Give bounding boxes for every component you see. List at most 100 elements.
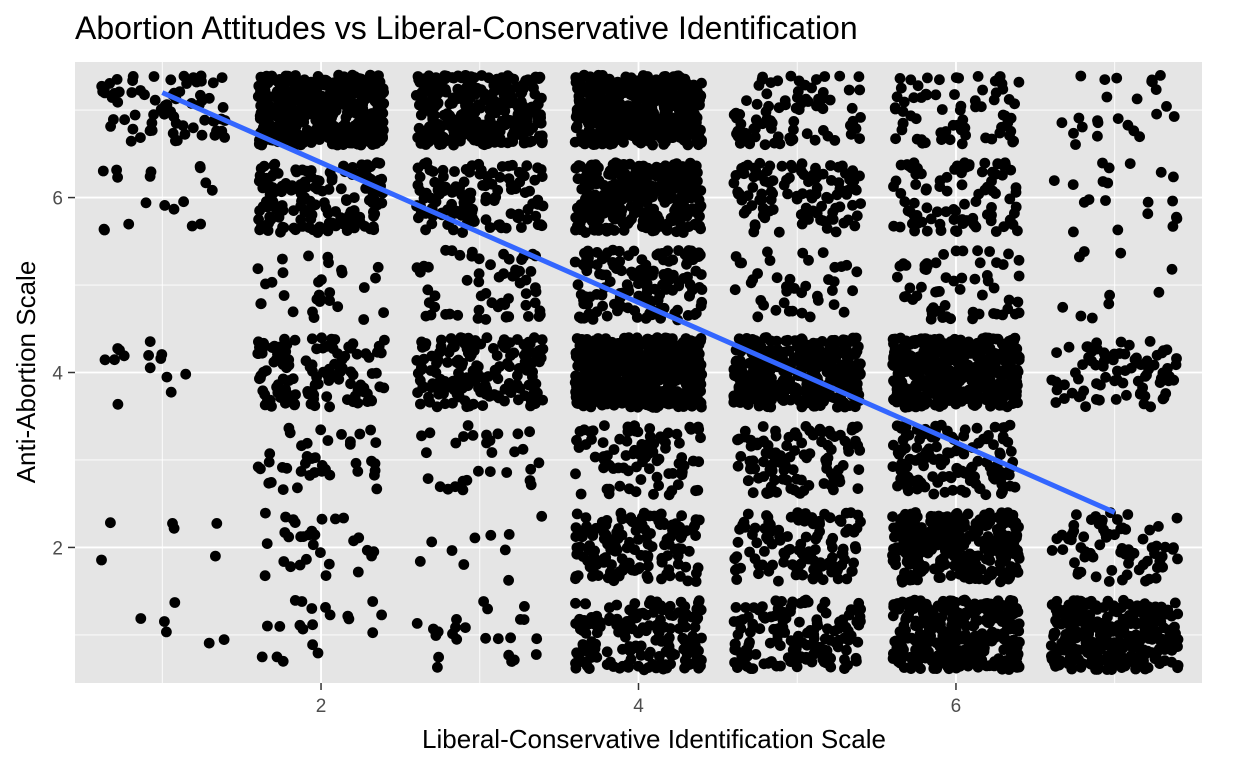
data-point [277,204,289,216]
data-point [747,487,759,499]
data-point [280,511,291,523]
data-point [530,286,542,298]
data-point [642,73,654,84]
data-point [283,531,295,543]
data-point [810,162,821,174]
data-point [358,314,370,325]
data-point [96,554,107,566]
data-point [683,545,695,557]
data-point [898,620,910,632]
data-point [845,380,856,392]
data-point [460,73,472,84]
data-point [411,618,423,629]
data-point [843,84,855,96]
data-point [350,457,362,469]
data-point [274,621,286,632]
data-point [210,550,221,562]
data-point [196,129,208,141]
data-point [855,198,866,210]
data-point [206,184,218,196]
data-point [308,389,320,401]
data-point [937,595,949,607]
data-point [304,195,316,207]
data-point [504,361,515,372]
data-point [462,101,474,113]
data-point [587,525,598,537]
data-point [847,285,858,297]
data-point [524,475,536,486]
data-point [480,214,492,226]
data-point [336,429,347,440]
data-point [420,139,432,150]
data-point [816,200,827,212]
data-point [277,267,289,279]
data-point [365,424,376,436]
data-point [641,197,653,208]
data-point [747,663,759,674]
data-point [648,107,659,119]
data-point [665,88,677,100]
data-point [821,346,833,358]
data-point [577,525,589,536]
data-point [144,336,156,347]
data-point [268,160,280,171]
data-point [595,79,607,91]
data-point [530,73,542,84]
data-point [280,383,291,395]
data-point [499,544,511,556]
data-point [468,345,480,356]
data-point [512,428,524,440]
data-point [607,244,619,256]
data-point [165,386,177,398]
data-point [846,102,858,114]
data-point [293,94,305,106]
data-point [853,71,865,83]
data-point [321,104,333,116]
data-point [480,92,492,104]
data-point [464,400,475,412]
data-point [844,400,855,411]
data-point [642,267,653,279]
data-point [807,518,819,530]
data-point [512,112,524,124]
data-point [732,434,743,446]
data-point [368,224,380,236]
data-point [651,332,663,343]
data-point [962,650,973,662]
data-point [352,397,364,409]
data-point [514,277,526,289]
data-point [460,622,471,633]
data-point [657,221,669,233]
data-point [629,420,640,432]
data-point [759,139,771,151]
data-point [675,532,687,544]
data-point [322,370,334,382]
data-point [834,70,846,82]
data-point [532,162,543,174]
data-point [424,164,436,176]
data-point [366,368,378,379]
data-point [784,172,795,184]
data-point [587,395,599,407]
data-point [648,357,660,368]
data-point [355,85,366,96]
data-point [827,542,838,553]
data-point [677,77,689,88]
data-point [765,186,777,198]
data-point [528,82,539,94]
data-point [469,216,480,227]
data-point [817,654,829,665]
data-point [459,337,470,349]
data-point [638,507,650,519]
data-point [505,350,516,361]
data-point [766,122,777,134]
data-point [825,661,837,673]
data-point [440,83,451,95]
data-point [575,96,587,107]
data-point [637,221,648,233]
data-point [817,93,829,104]
data-point [143,350,155,361]
data-point [625,106,637,118]
data-point [607,257,618,268]
